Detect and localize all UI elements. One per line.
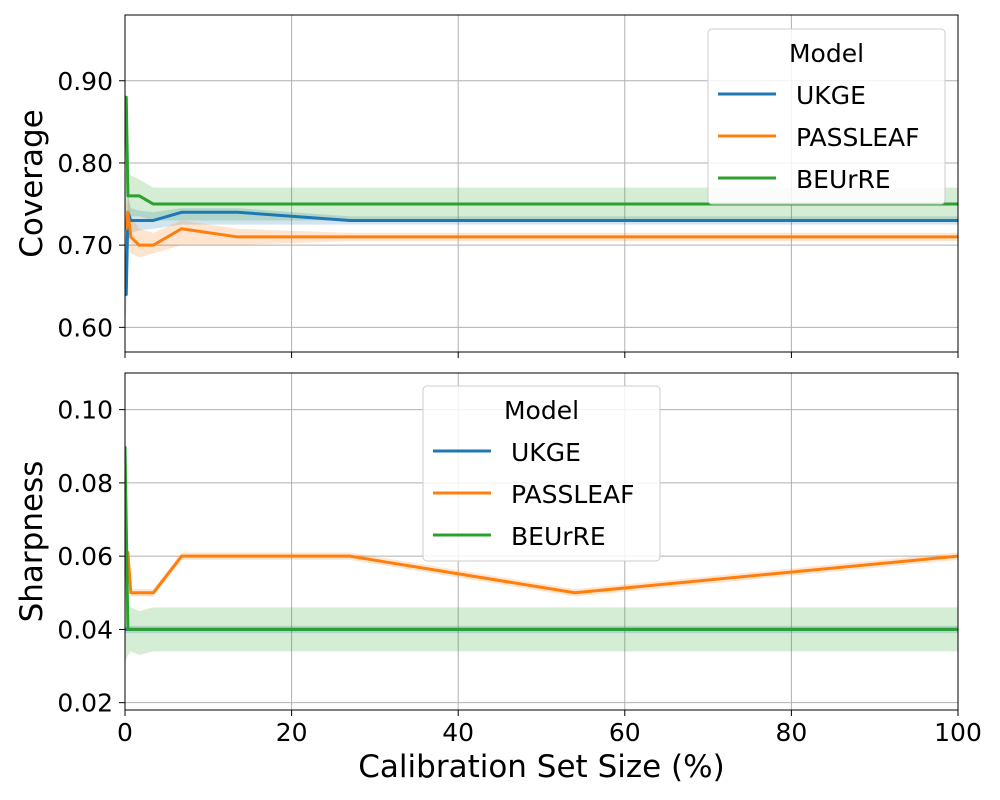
band-ukge bbox=[125, 195, 958, 328]
axes-frame bbox=[124, 372, 959, 711]
y-tick-label: 0.04 bbox=[57, 615, 113, 644]
x-tick-label: 100 bbox=[934, 718, 982, 747]
x-tick-label: 0 bbox=[117, 718, 133, 747]
legend: Model UKGE PASSLEAF BEUrRE bbox=[422, 385, 661, 562]
x-tick-label: 80 bbox=[775, 718, 807, 747]
legend-title: Model bbox=[789, 39, 864, 68]
line-beurre bbox=[125, 95, 958, 206]
line-passleaf bbox=[125, 210, 958, 247]
band-passleaf bbox=[125, 187, 958, 258]
legend-label-ukge: UKGE bbox=[796, 81, 866, 110]
y-tick-label: 0.80 bbox=[57, 149, 113, 178]
legend-box bbox=[422, 385, 661, 562]
x-axis-label: Calibration Set Size (%) bbox=[358, 749, 724, 785]
line-beurre bbox=[125, 446, 958, 631]
y-axis-label: Coverage bbox=[14, 109, 50, 258]
x-tick-label: 20 bbox=[276, 718, 308, 747]
legend-label-beurre: BEUrRE bbox=[511, 522, 606, 551]
axes-frame bbox=[124, 14, 959, 353]
line-passleaf bbox=[125, 550, 958, 595]
y-tick-label: 0.90 bbox=[57, 67, 113, 96]
y-tick-label: 0.10 bbox=[57, 396, 113, 425]
x-tick-label: 40 bbox=[442, 718, 474, 747]
x-tick-label: 60 bbox=[609, 718, 641, 747]
y-tick-label: 0.60 bbox=[57, 313, 113, 342]
y-tick-label: 0.70 bbox=[57, 231, 113, 260]
legend-label-passleaf: PASSLEAF bbox=[796, 123, 920, 152]
legend-label-passleaf: PASSLEAF bbox=[511, 480, 635, 509]
plot-area bbox=[125, 446, 958, 663]
y-tick-label: 0.06 bbox=[57, 542, 113, 571]
band-beurre bbox=[125, 171, 958, 229]
y-axis-label: Sharpness bbox=[14, 461, 50, 623]
y-tick-label: 0.08 bbox=[57, 469, 113, 498]
legend-title: Model bbox=[504, 396, 579, 425]
band-beurre bbox=[125, 446, 958, 663]
y-tick-label: 0.02 bbox=[57, 689, 113, 718]
sharpness-panel: 0 20 40 60 80 100 0.02 0.04 0.06 0.08 0.10 Sharpnes… bbox=[14, 372, 982, 785]
legend: Model UKGE PASSLEAF BEUrRE bbox=[707, 28, 946, 205]
plot-area bbox=[125, 95, 958, 328]
legend-label-beurre: BEUrRE bbox=[796, 165, 891, 194]
line-ukge bbox=[125, 210, 958, 296]
band-passleaf bbox=[125, 545, 958, 597]
legend-box bbox=[707, 28, 946, 205]
legend-label-ukge: UKGE bbox=[511, 438, 581, 467]
